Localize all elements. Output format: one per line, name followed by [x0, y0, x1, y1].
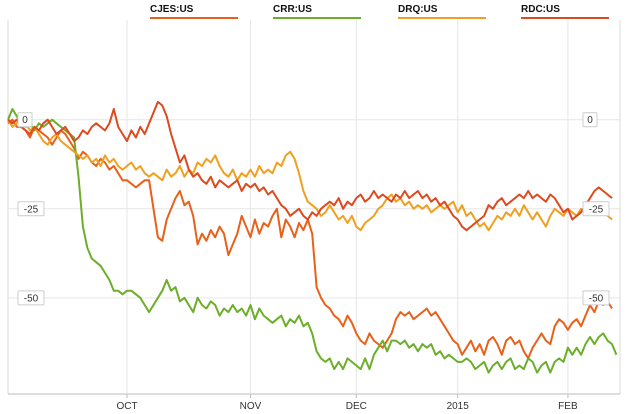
y-label-box-right-2: [582, 290, 610, 306]
y-tick-label-right-0: 0: [587, 115, 593, 126]
y-label-box-left-0: [17, 112, 33, 128]
legend-label-0: CJES:US: [150, 4, 194, 15]
x-tick-label-1: NOV: [240, 401, 262, 412]
y-tick-label-right-1: -25: [589, 204, 604, 215]
legend-label-2: DRQ:US: [398, 4, 438, 15]
x-tick-label-4: FEB: [558, 401, 578, 412]
x-tick-label-0: OCT: [116, 401, 137, 412]
legend-label-1: CRR:US: [273, 4, 312, 15]
series-line-0: [7, 118, 613, 360]
y-tick-label-right-2: -50: [589, 293, 604, 304]
series-line-2: [7, 118, 613, 232]
legend-label-3: RDC:US: [521, 4, 560, 15]
y-label-box-left-2: [17, 290, 45, 306]
y-label-box-right-1: [582, 201, 610, 217]
series-line-1: [7, 108, 618, 374]
y-tick-label-left-1: -25: [24, 204, 39, 215]
series-lines: [7, 100, 618, 374]
y-tick-label-left-2: -50: [24, 293, 39, 304]
x-tick-label-3: 2015: [447, 401, 470, 412]
y-axis-labels: 0 0 -25 -25 -50 -50: [17, 112, 610, 306]
x-axis-ticks: OCT NOV DEC 2015 FEB: [116, 394, 578, 412]
y-label-box-left-1: [17, 201, 45, 217]
legend: CJES:US CRR:US DRQ:US RDC:US: [150, 4, 609, 19]
x-tick-label-2: DEC: [346, 401, 367, 412]
y-tick-label-left-0: 0: [22, 115, 28, 126]
series-line-3: [7, 100, 613, 232]
y-label-box-right-0: [582, 112, 598, 128]
